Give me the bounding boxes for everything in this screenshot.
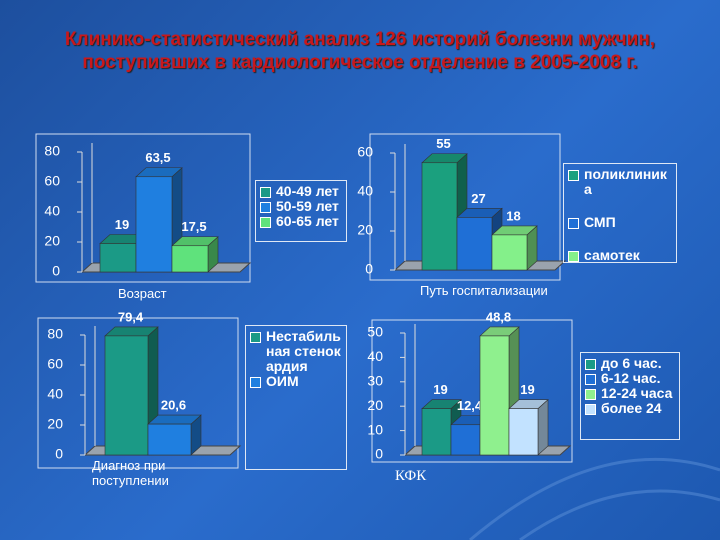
legend-swatch	[568, 170, 579, 181]
value-label: 55	[436, 136, 450, 151]
legend-swatch	[585, 359, 596, 370]
legend-label: самотек	[584, 247, 640, 263]
legend-label: 6-12 час.	[601, 370, 661, 386]
legend-label: ОИМ	[266, 373, 299, 389]
y-tick-label: 60	[47, 356, 63, 372]
legend-swatch	[260, 202, 271, 213]
legend-label: поликлиника	[584, 166, 667, 197]
x-axis-label: КФК	[395, 468, 427, 484]
legend-swatch	[568, 218, 579, 229]
bar	[135, 176, 173, 273]
x-axis-label: Диагноз при поступлении	[92, 458, 169, 488]
y-tick-label: 20	[367, 397, 383, 413]
legend: до 6 час. 6-12 час. 12-24 часа более 24	[580, 352, 680, 440]
legend-item: 12-24 часа	[585, 386, 675, 401]
value-label: 18	[506, 208, 520, 223]
legend-label: 40-49 лет	[276, 183, 339, 199]
chart-frame	[369, 133, 561, 281]
y-tick-label: 0	[52, 263, 60, 279]
decor-swoosh	[469, 457, 720, 540]
value-label: 79,4	[118, 309, 144, 324]
chart-frame	[37, 317, 239, 469]
y-tick-label: 0	[55, 446, 63, 462]
legend-item: ОИМ	[250, 374, 342, 389]
legend-label: более 24	[601, 400, 662, 416]
bar	[421, 408, 452, 456]
bar	[508, 408, 539, 456]
legend-item: СМП	[568, 215, 672, 230]
y-tick-label: 40	[367, 348, 383, 364]
bar-side	[537, 398, 549, 456]
legend-item: более 24	[585, 401, 675, 416]
legend-label: до 6 час.	[601, 355, 662, 371]
y-tick-label: 80	[44, 143, 60, 159]
bar	[450, 424, 481, 456]
value-label: 19	[433, 382, 447, 397]
legend-swatch	[260, 217, 271, 228]
y-tick-label: 80	[47, 326, 63, 342]
y-tick-label: 20	[44, 233, 60, 249]
value-label: 27	[471, 191, 485, 206]
bar	[171, 245, 209, 273]
legend-swatch	[250, 332, 261, 343]
y-tick-label: 40	[44, 203, 60, 219]
bar	[456, 217, 493, 271]
legend-swatch	[585, 389, 596, 400]
legend-swatch	[585, 404, 596, 415]
legend-label: 50-59 лет	[276, 198, 339, 214]
y-tick-label: 0	[375, 446, 383, 462]
value-label: 19	[115, 217, 129, 232]
bar	[99, 243, 137, 273]
legend-label: СМП	[584, 214, 616, 230]
y-tick-label: 0	[365, 261, 373, 277]
legend-item: поликлиника	[568, 167, 672, 197]
legend-item: Нестабильная стенокардия	[250, 329, 342, 374]
chart-frame	[371, 319, 573, 463]
bar	[479, 335, 510, 456]
legend-item: 60-65 лет	[260, 214, 342, 229]
value-label: 12,4	[457, 398, 483, 413]
value-label: 20,6	[161, 398, 186, 413]
legend-item: до 6 час.	[585, 356, 675, 371]
legend-label: Нестабильная стенокардия	[266, 328, 341, 374]
y-tick-label: 20	[357, 222, 373, 238]
value-label: 17,5	[181, 219, 206, 234]
legend-swatch	[250, 377, 261, 388]
y-tick-label: 60	[357, 144, 373, 160]
x-axis-label: Возраст	[118, 286, 167, 301]
value-label: 19	[520, 382, 534, 397]
value-label: 63,5	[145, 150, 170, 165]
y-tick-label: 40	[357, 183, 373, 199]
legend-swatch	[260, 187, 271, 198]
legend-item: 6-12 час.	[585, 371, 675, 386]
bar	[421, 162, 458, 271]
chart-frame	[35, 133, 251, 283]
legend-item: 40-49 лет	[260, 184, 342, 199]
y-tick-label: 20	[47, 416, 63, 432]
slide-title: Клинико-статистический анализ 126 истори…	[64, 29, 656, 73]
bar	[104, 335, 149, 456]
y-tick-label: 30	[367, 373, 383, 389]
legend: 40-49 лет 50-59 лет 60-65 лет	[255, 180, 347, 242]
y-tick-label: 10	[367, 421, 383, 437]
legend-swatch	[568, 251, 579, 262]
y-tick-label: 40	[47, 386, 63, 402]
bar	[147, 423, 192, 456]
legend-label: 60-65 лет	[276, 213, 339, 229]
y-tick-label: 60	[44, 173, 60, 189]
bar	[491, 234, 528, 271]
legend: поликлиника СМП самотек	[563, 163, 677, 263]
value-label: 48,8	[486, 309, 511, 324]
legend-swatch	[585, 374, 596, 385]
y-tick-label: 50	[367, 324, 383, 340]
legend-label: 12-24 часа	[601, 385, 673, 401]
legend-item: 50-59 лет	[260, 199, 342, 214]
legend: Нестабильная стенокардия ОИМ	[245, 325, 347, 470]
legend-item: самотек	[568, 248, 672, 263]
x-axis-label: Путь госпитализации	[420, 283, 548, 298]
